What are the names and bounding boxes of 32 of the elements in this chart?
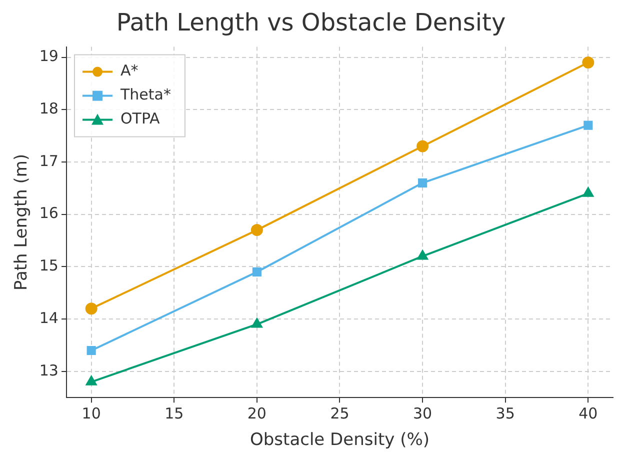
legend-label: A* xyxy=(120,62,139,80)
x-axis-title: Obstacle Density (%) xyxy=(250,430,430,450)
x-tick-label: 10 xyxy=(82,404,101,422)
x-tick-label: 30 xyxy=(413,404,432,422)
point xyxy=(584,120,593,130)
y-tick-label: 15 xyxy=(39,256,58,275)
point xyxy=(86,376,97,386)
point xyxy=(582,187,594,197)
point xyxy=(86,346,96,356)
point xyxy=(418,178,428,188)
chart-title: Path Length vs Obstacle Density xyxy=(116,8,506,37)
y-axis-title: Path Length (m) xyxy=(12,154,32,291)
y-tick-label: 14 xyxy=(39,308,58,327)
point xyxy=(252,318,262,328)
y-tick-label: 19 xyxy=(39,47,58,66)
legend-label: OTPA xyxy=(120,110,161,128)
point xyxy=(417,250,428,260)
x-tick-label: 35 xyxy=(496,404,515,422)
point xyxy=(582,56,594,69)
x-tick-label: 20 xyxy=(247,404,266,422)
point xyxy=(252,267,262,276)
point xyxy=(416,140,429,152)
x-tick-label: 15 xyxy=(164,404,184,422)
point xyxy=(85,302,98,315)
y-tick-label: 16 xyxy=(39,204,58,222)
y-tick-label: 13 xyxy=(39,361,58,380)
y-tick-label: 18 xyxy=(39,100,58,118)
legend-label: Theta* xyxy=(119,86,172,104)
x-tick-label: 25 xyxy=(330,404,350,422)
y-tick-label: 17 xyxy=(39,152,58,170)
x-tick-label: 40 xyxy=(578,404,598,422)
point xyxy=(250,224,263,236)
